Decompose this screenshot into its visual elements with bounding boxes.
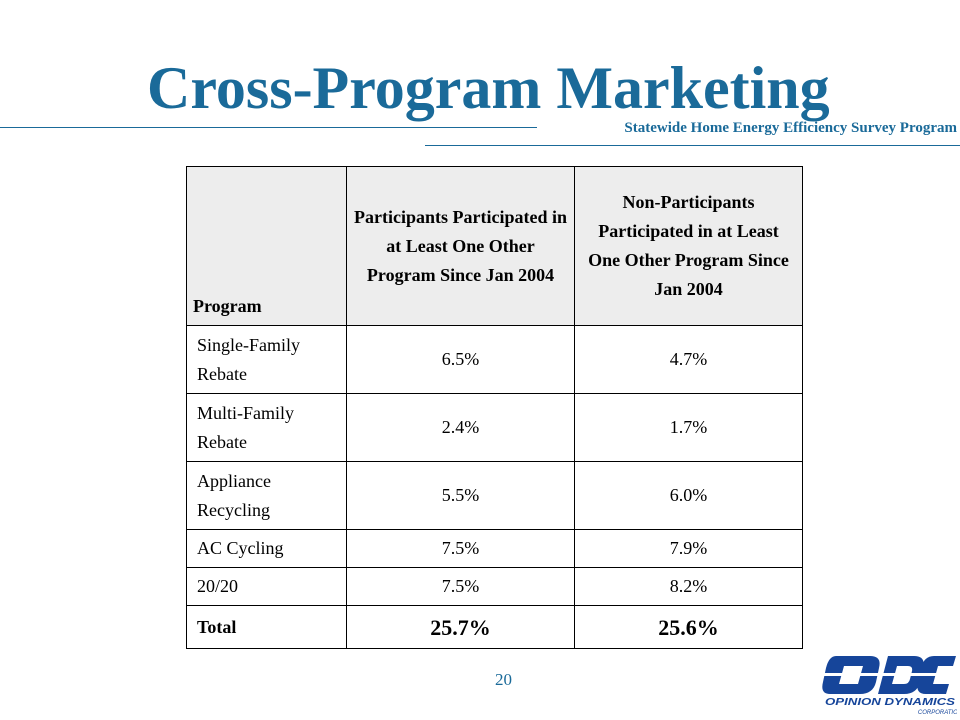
logo-d-letter (878, 656, 924, 694)
header-participants: Participants Participated in at Least On… (346, 166, 575, 326)
total-label: Total (186, 605, 347, 649)
program-name: AC Cycling (186, 529, 347, 568)
participants-value: 7.5% (346, 567, 575, 606)
program-name: Multi-Family Rebate (186, 393, 347, 462)
odc-logo: OPINION DYNAMICS CORPORATION (822, 656, 957, 716)
cross-program-table: Program Participants Participated in at … (186, 166, 803, 649)
participants-value: 2.4% (346, 393, 575, 462)
header-program: Program (186, 166, 347, 326)
non-participants-value: 1.7% (574, 393, 803, 462)
participants-value: 7.5% (346, 529, 575, 568)
logo-text-line1: OPINION DYNAMICS (825, 696, 955, 708)
table-row: 20/20 7.5% 8.2% (186, 567, 803, 606)
non-participants-value: 7.9% (574, 529, 803, 568)
table-row: AC Cycling 7.5% 7.9% (186, 529, 803, 568)
non-participants-value: 4.7% (574, 325, 803, 394)
logo-c-letter (917, 656, 956, 694)
table-total-row: Total 25.7% 25.6% (186, 605, 803, 649)
page-number: 20 (495, 670, 512, 689)
title-divider-right (425, 145, 960, 146)
table-row: Single-Family Rebate 6.5% 4.7% (186, 325, 803, 394)
non-participants-value: 8.2% (574, 567, 803, 606)
table-header-row: Program Participants Participated in at … (186, 166, 803, 326)
program-name: 20/20 (186, 567, 347, 606)
program-subtitle: Statewide Home Energy Efficiency Survey … (624, 120, 957, 136)
logo-stripe (824, 673, 956, 676)
total-participants-value: 25.7% (346, 605, 575, 649)
logo-o-letter (822, 656, 880, 694)
table-row: Appliance Recycling 5.5% 6.0% (186, 461, 803, 530)
logo-text-line2: CORPORATION (918, 710, 957, 716)
program-name: Single-Family Rebate (186, 325, 347, 394)
program-name: Appliance Recycling (186, 461, 347, 530)
header-non-participants: Non-Participants Participated in at Leas… (574, 166, 803, 326)
participants-value: 6.5% (346, 325, 575, 394)
non-participants-value: 6.0% (574, 461, 803, 530)
participants-value: 5.5% (346, 461, 575, 530)
title-divider-left (0, 127, 537, 128)
table-row: Multi-Family Rebate 2.4% 1.7% (186, 393, 803, 462)
page-title: Cross-Program Marketing (147, 55, 830, 121)
total-non-participants-value: 25.6% (574, 605, 803, 649)
